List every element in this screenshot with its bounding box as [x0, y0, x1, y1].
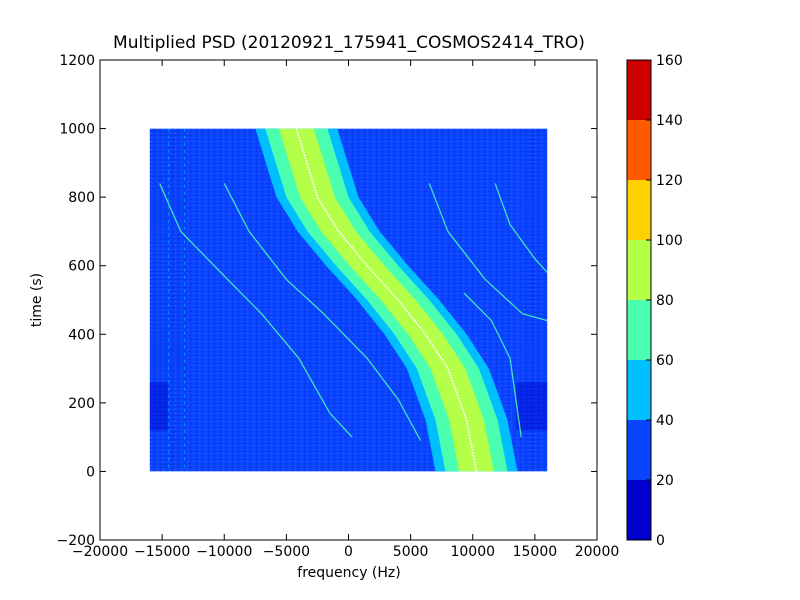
x-tick-label: −15000 — [134, 544, 190, 560]
x-axis-label: frequency (Hz) — [297, 565, 400, 581]
x-tick-label: −10000 — [196, 544, 252, 560]
colorbar-tick-label: 60 — [656, 353, 674, 369]
y-axis-ticks: −200 0 200 400 600 800 1000 1200 — [57, 53, 597, 549]
weak-trace-1 — [223, 183, 422, 441]
y-tick-label: −200 — [57, 533, 95, 549]
low-level-patch-right — [516, 382, 548, 431]
y-tick-label: 0 — [86, 464, 95, 480]
x-tick-label: −20000 — [72, 544, 128, 560]
x-tick-label: 5000 — [393, 544, 429, 560]
colorbar-tick-label: 140 — [656, 113, 683, 129]
colorbar-segment-5 — [627, 180, 651, 240]
main-trace-peak — [295, 128, 478, 472]
weak-trace-2 — [428, 183, 548, 322]
main-trace-band-2 — [278, 128, 494, 472]
spectrogram-data — [149, 128, 548, 472]
weak-trace-4 — [463, 292, 522, 438]
x-tick-label: −5000 — [263, 544, 310, 560]
y-tick-label: 400 — [68, 327, 95, 343]
colorbar-tick-label: 100 — [656, 233, 683, 249]
colorbar-tick-label: 160 — [656, 53, 683, 69]
y-tick-label: 600 — [68, 259, 95, 275]
y-axis-label: time (s) — [29, 273, 45, 327]
x-tick-label: 0 — [344, 544, 353, 560]
low-level-patch-left — [149, 382, 169, 431]
y-tick-label: 1200 — [59, 53, 95, 69]
x-tick-label: 20000 — [575, 544, 620, 560]
y-tick-label: 800 — [68, 190, 95, 206]
colorbar-segment-2 — [627, 360, 651, 420]
x-tick-label: 15000 — [513, 544, 558, 560]
colorbar-segment-4 — [627, 240, 651, 300]
colorbar-tick-label: 40 — [656, 413, 674, 429]
colorbar-tick-label: 0 — [656, 533, 665, 549]
chart-title: Multiplied PSD (20120921_175941_COSMOS24… — [113, 33, 585, 53]
colorbar-segment-0 — [627, 480, 651, 540]
colorbar-segment-7 — [627, 60, 651, 120]
colorbar-tick-label: 20 — [656, 473, 674, 489]
y-tick-label: 1000 — [59, 122, 95, 138]
x-axis-ticks: −20000 −15000 −10000 −5000 0 5000 10000 15000 20… — [72, 60, 619, 560]
colorbar — [626, 59, 652, 541]
y-tick-label: 200 — [68, 396, 95, 412]
colorbar-tick-label: 80 — [656, 293, 674, 309]
colorbar-segment-1 — [627, 420, 651, 480]
colorbar-segment-6 — [627, 120, 651, 180]
weak-trace-3 — [494, 183, 548, 274]
colorbar-segment-3 — [627, 300, 651, 360]
x-tick-label: 10000 — [450, 544, 495, 560]
colorbar-tick-label: 120 — [656, 173, 683, 189]
colorbar-ticks: 0 20 40 60 80 100 120 140 160 — [646, 53, 683, 549]
weak-trace-0 — [159, 183, 353, 438]
